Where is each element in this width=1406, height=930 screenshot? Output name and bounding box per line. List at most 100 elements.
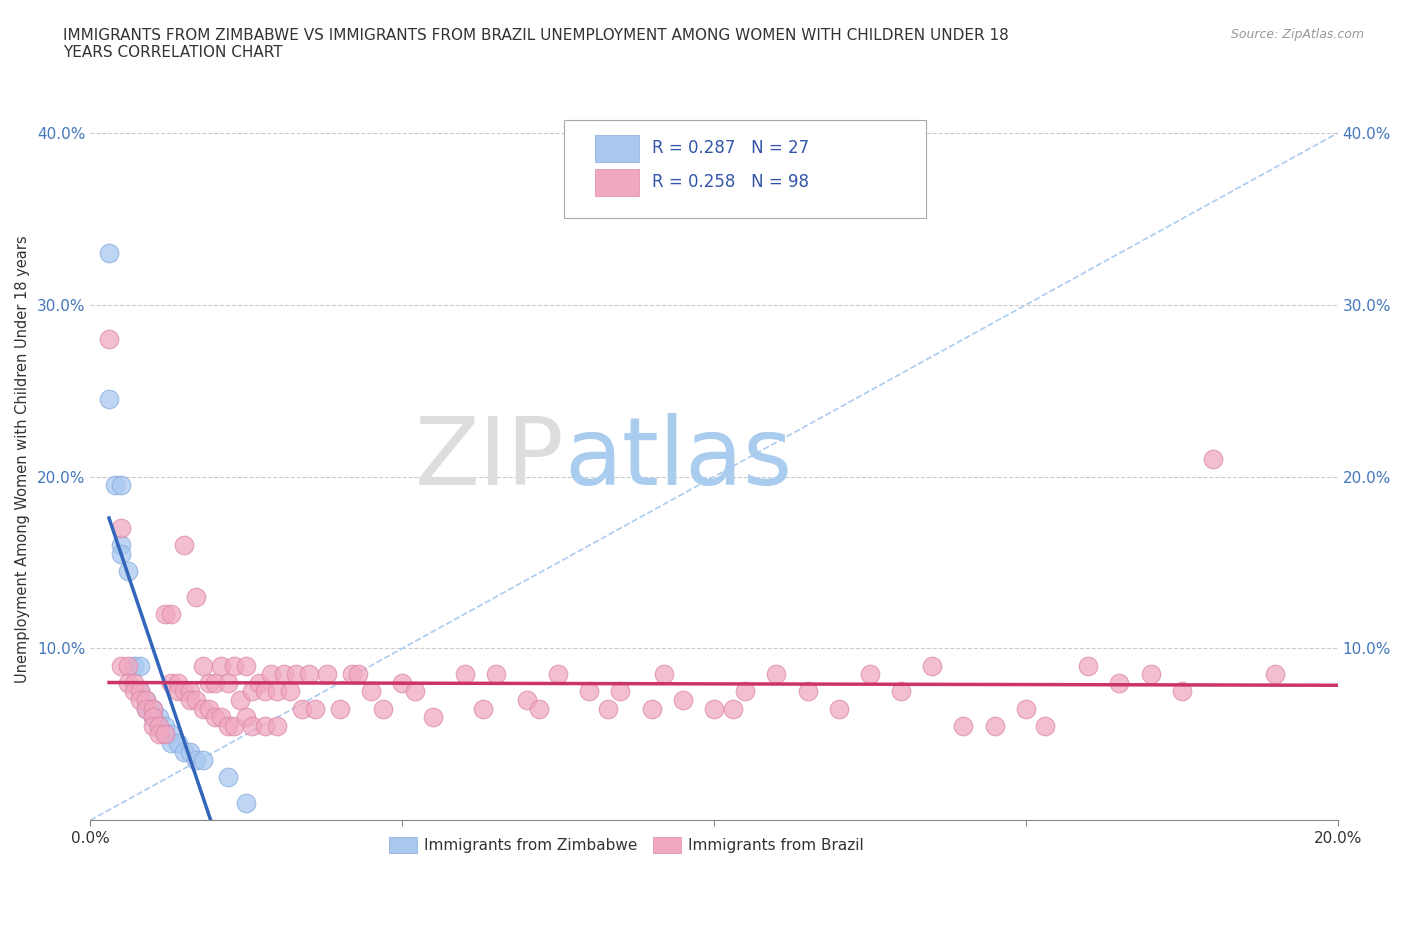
Point <box>672 693 695 708</box>
Point <box>1170 684 1192 698</box>
Text: R = 0.258   N = 98: R = 0.258 N = 98 <box>651 173 808 191</box>
Legend: Immigrants from Zimbabwe, Immigrants from Brazil: Immigrants from Zimbabwe, Immigrants fro… <box>384 831 870 859</box>
Point <box>247 675 270 690</box>
Point <box>260 667 283 682</box>
Point <box>360 684 382 698</box>
Point <box>148 727 170 742</box>
Point <box>153 718 176 733</box>
Point <box>173 538 195 552</box>
Point <box>266 684 288 698</box>
Point <box>235 796 257 811</box>
Point <box>222 658 245 673</box>
Point <box>266 718 288 733</box>
Point <box>98 246 121 260</box>
Text: R = 0.287   N = 27: R = 0.287 N = 27 <box>651 139 808 157</box>
Point <box>983 718 1005 733</box>
Text: IMMIGRANTS FROM ZIMBABWE VS IMMIGRANTS FROM BRAZIL UNEMPLOYMENT AMONG WOMEN WITH: IMMIGRANTS FROM ZIMBABWE VS IMMIGRANTS F… <box>63 28 1010 60</box>
Point <box>596 701 619 716</box>
Point <box>217 675 239 690</box>
Point <box>285 667 308 682</box>
Point <box>890 684 912 698</box>
Point <box>253 718 276 733</box>
Point <box>142 701 165 716</box>
Point <box>859 667 882 682</box>
Point <box>291 701 314 716</box>
Point <box>485 667 508 682</box>
Point <box>734 684 756 698</box>
Point <box>373 701 395 716</box>
Point <box>117 675 139 690</box>
Point <box>516 693 538 708</box>
Point <box>135 701 157 716</box>
Point <box>217 718 239 733</box>
Point <box>122 658 145 673</box>
Text: ZIP: ZIP <box>415 414 564 506</box>
Point <box>166 675 188 690</box>
Point <box>129 658 152 673</box>
Point <box>297 667 319 682</box>
Point <box>173 744 195 759</box>
Point <box>129 684 152 698</box>
Point <box>404 684 426 698</box>
Point <box>253 684 276 698</box>
Point <box>1033 718 1056 733</box>
Point <box>98 332 121 347</box>
Point <box>142 710 165 724</box>
Point <box>166 684 188 698</box>
Point <box>110 478 132 493</box>
Point <box>1108 675 1130 690</box>
Point <box>122 684 145 698</box>
Point <box>186 752 208 767</box>
Point <box>179 693 201 708</box>
Point <box>921 658 943 673</box>
Point <box>242 684 264 698</box>
Point <box>117 564 139 578</box>
Point <box>204 710 226 724</box>
Point <box>142 710 165 724</box>
Point <box>142 701 165 716</box>
Point <box>153 606 176 621</box>
Point <box>342 667 364 682</box>
Point <box>148 710 170 724</box>
Point <box>472 701 495 716</box>
Point <box>222 718 245 733</box>
Point <box>242 718 264 733</box>
Point <box>122 675 145 690</box>
Point <box>828 701 851 716</box>
Point <box>110 538 132 552</box>
Point <box>721 701 744 716</box>
Point <box>1015 701 1038 716</box>
Text: atlas: atlas <box>564 414 793 506</box>
Point <box>135 693 157 708</box>
Point <box>142 718 165 733</box>
Point <box>278 684 301 698</box>
Bar <box>596 168 640 196</box>
Point <box>329 701 352 716</box>
FancyBboxPatch shape <box>564 120 927 218</box>
Point <box>160 675 183 690</box>
Point <box>129 693 152 708</box>
Point <box>186 590 208 604</box>
Point <box>316 667 339 682</box>
Point <box>229 693 252 708</box>
Point <box>204 675 226 690</box>
Point <box>110 658 132 673</box>
Point <box>117 658 139 673</box>
Point <box>135 693 157 708</box>
Point <box>104 478 127 493</box>
Point <box>1202 452 1225 467</box>
Point <box>578 684 600 698</box>
Point <box>235 658 257 673</box>
Point <box>179 684 201 698</box>
Point <box>198 701 221 716</box>
Point <box>422 710 444 724</box>
Point <box>148 718 170 733</box>
Point <box>529 701 551 716</box>
Point <box>209 710 232 724</box>
Point <box>609 684 631 698</box>
Point <box>129 684 152 698</box>
Point <box>1264 667 1286 682</box>
Point <box>166 736 188 751</box>
Point <box>1077 658 1099 673</box>
Point <box>703 701 725 716</box>
